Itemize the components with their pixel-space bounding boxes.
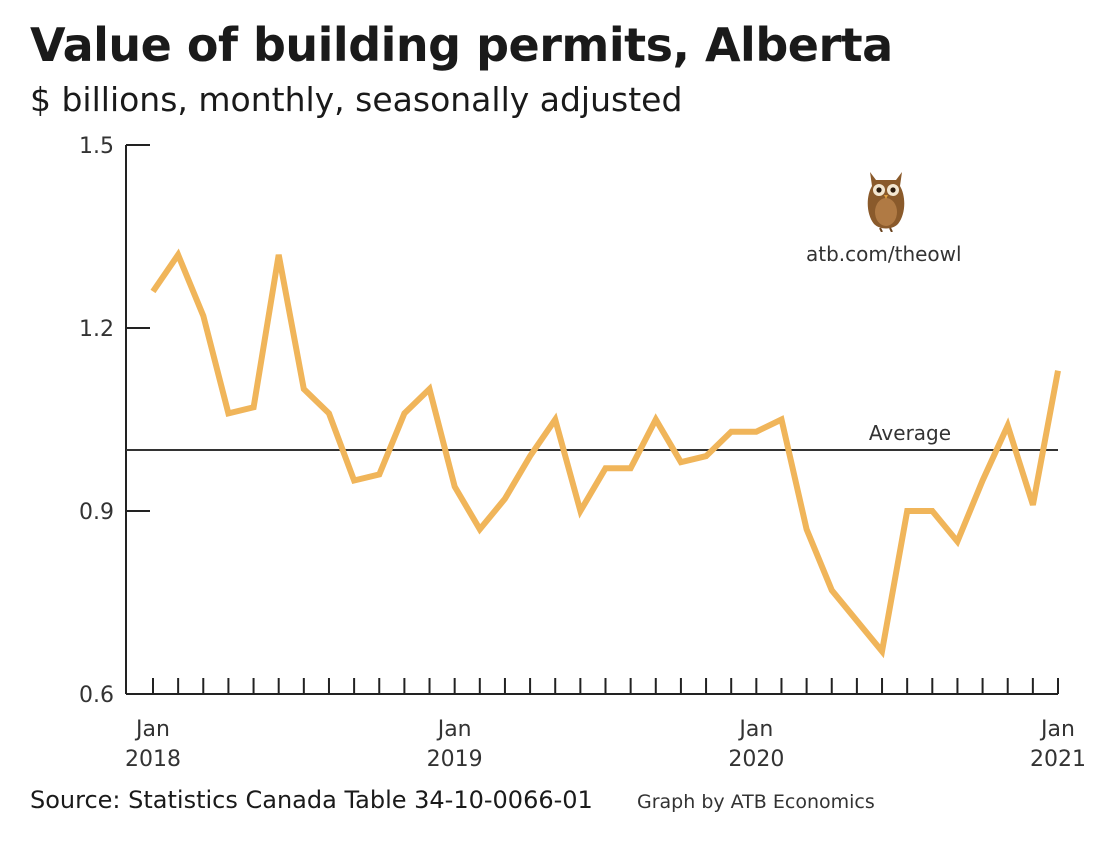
y-axis: 0.6 0.9 1.2 1.5 [79,134,150,708]
y-tick-label: 0.6 [79,683,114,708]
x-tick-label-year: 2019 [427,747,483,772]
x-tick-label-year: 2021 [1030,747,1086,772]
x-tick-label-year: 2018 [125,747,181,772]
average-label: Average [869,421,951,445]
x-tick-label-month: Jan [436,717,472,742]
graph-credit: Graph by ATB Economics [637,791,875,813]
y-tick-label: 1.2 [79,317,114,342]
owl-logo [867,172,905,232]
source-note: Source: Statistics Canada Table 34-10-00… [30,786,593,814]
x-axis: Jan 2018 Jan 2019 Jan 2020 Jan 2021 [125,678,1086,772]
x-tick-label-year: 2020 [728,747,784,772]
x-tick-label-month: Jan [737,717,773,742]
y-tick-label: 0.9 [79,500,114,525]
series-layer [150,248,1061,659]
owl-link-text[interactable]: atb.com/theowl [806,242,962,266]
chart-subtitle: $ billions, monthly, seasonally adjusted [30,80,683,119]
y-tick-label: 1.5 [79,134,114,159]
x-tick-label-month: Jan [134,717,170,742]
series-line [150,248,1061,659]
chart-title: Value of building permits, Alberta [30,18,893,72]
x-tick-label-month: Jan [1039,717,1075,742]
average-layer: Average [126,421,1058,451]
